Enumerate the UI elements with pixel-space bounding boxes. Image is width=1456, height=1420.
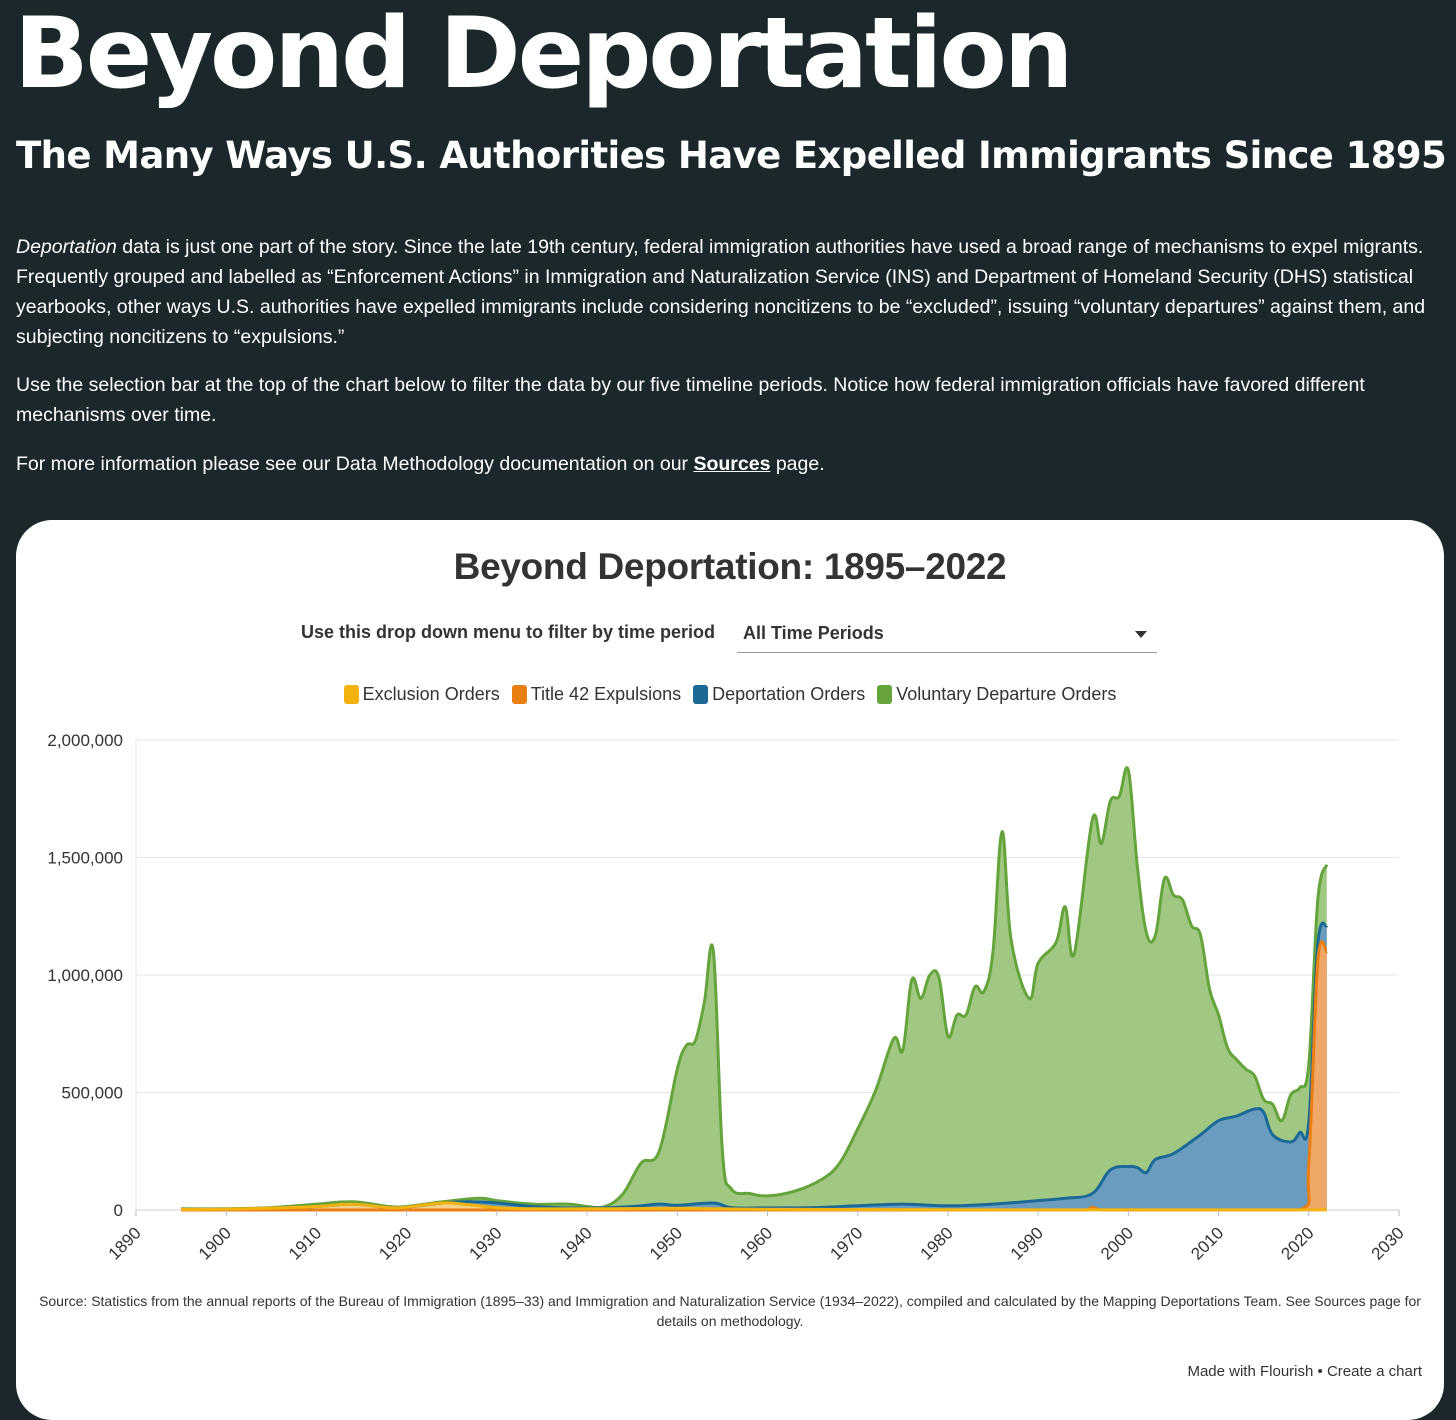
- legend-swatch: [343, 685, 359, 704]
- y-tick-label: 1,000,000: [47, 966, 123, 985]
- x-tick-label: 1950: [646, 1223, 686, 1263]
- legend-swatch: [877, 685, 893, 704]
- x-tick-label: 2030: [1368, 1223, 1408, 1263]
- x-tick-label: 1900: [195, 1223, 235, 1263]
- page-title: Beyond Deportation: [14, 0, 1074, 111]
- y-tick-label: 1,500,000: [47, 849, 123, 868]
- x-tick-label: 1970: [826, 1223, 866, 1263]
- y-tick-label: 0: [114, 1201, 123, 1220]
- legend-item-title-42-expulsions[interactable]: Title 42 Expulsions: [511, 684, 682, 705]
- line-voluntary-departure-orders: [181, 766, 1329, 1211]
- x-tick-label: 1910: [285, 1223, 325, 1263]
- y-axis: 0 500,000 1,000,000 1,500,000 2,000,000: [47, 731, 123, 1220]
- intro-paragraph-1: Deportation data is just one part of the…: [16, 232, 1436, 352]
- legend-swatch: [693, 685, 709, 704]
- legend-label: Deportation Orders: [712, 684, 866, 704]
- x-tick-label: 1940: [556, 1223, 596, 1263]
- x-tick-label: 2000: [1097, 1223, 1137, 1263]
- create-chart-link[interactable]: Create a chart: [1326, 1363, 1422, 1380]
- x-tick-label: 1930: [466, 1223, 506, 1263]
- x-tick-label: 1890: [105, 1223, 145, 1263]
- dropdown-selected-value: All Time Periods: [743, 623, 884, 643]
- area-voluntary-departure-orders: [181, 767, 1327, 1210]
- y-tick-label: 2,000,000: [47, 731, 123, 750]
- x-tick-label: 1960: [736, 1223, 776, 1263]
- legend-swatch: [511, 685, 527, 704]
- page-subtitle: The Many Ways U.S. Authorities Have Expe…: [16, 134, 1447, 177]
- area-deportation-orders: [181, 923, 1327, 1210]
- chart-lines: [181, 766, 1329, 1212]
- x-axis: 1890 1900 1910 1920 1930 1940 1950 1960 1970 1980…: [105, 1210, 1408, 1264]
- x-tick-label: 1980: [917, 1223, 957, 1263]
- intro-paragraph-3: For more information please see our Data…: [16, 449, 1436, 479]
- sources-link[interactable]: Sources: [693, 453, 771, 475]
- intro-paragraph-3-after: page.: [770, 453, 825, 475]
- x-tick-label: 1920: [375, 1223, 415, 1263]
- time-period-dropdown[interactable]: All Time Periods: [737, 618, 1157, 653]
- x-tick-label: 2020: [1277, 1223, 1317, 1263]
- flourish-credit: Made with Flourish • Create a chart: [1187, 1363, 1422, 1380]
- intro-paragraph-1-text: data is just one part of the story. Sinc…: [16, 236, 1426, 348]
- chart-title: Beyond Deportation: 1895–2022: [453, 546, 1007, 587]
- legend-label: Title 42 Expulsions: [530, 684, 682, 704]
- caret-down-icon: [1135, 631, 1147, 638]
- intro-paragraph-2: Use the selection bar at the top of the …: [16, 374, 1365, 426]
- intro-text: Deportation data is just one part of the…: [16, 232, 1436, 497]
- x-tick-label: 2010: [1187, 1223, 1227, 1263]
- intro-paragraph-3-before: For more information please see our Data…: [16, 453, 694, 475]
- legend-label: Voluntary Departure Orders: [896, 684, 1117, 704]
- line-exclusion-orders: [181, 1201, 1327, 1212]
- chart-areas: [181, 767, 1327, 1210]
- filter-label: Use this drop down menu to filter by tim…: [301, 622, 716, 642]
- chart-legend: Exclusion Orders Title 42 Expulsions Depor…: [16, 684, 1444, 705]
- legend-item-exclusion-orders[interactable]: Exclusion Orders: [343, 684, 500, 705]
- x-tick-label: 1990: [1007, 1223, 1047, 1263]
- made-with-flourish-link[interactable]: Made with Flourish: [1187, 1363, 1314, 1380]
- credit-separator: •: [1317, 1363, 1323, 1380]
- intro-emphasis: Deportation: [16, 236, 117, 258]
- chart-source-note: Source: Statistics from the annual repor…: [39, 1293, 1421, 1329]
- legend-label: Exclusion Orders: [362, 684, 500, 704]
- legend-item-deportation-orders[interactable]: Deportation Orders: [693, 684, 865, 705]
- legend-item-voluntary-departure-orders[interactable]: Voluntary Departure Orders: [877, 684, 1116, 705]
- y-tick-label: 500,000: [62, 1084, 123, 1103]
- chart-card: Beyond Deportation: 1895–2022 Use this d…: [16, 520, 1444, 1420]
- area-chart: 0 500,000 1,000,000 1,500,000 2,000,000 1890…: [47, 731, 1408, 1264]
